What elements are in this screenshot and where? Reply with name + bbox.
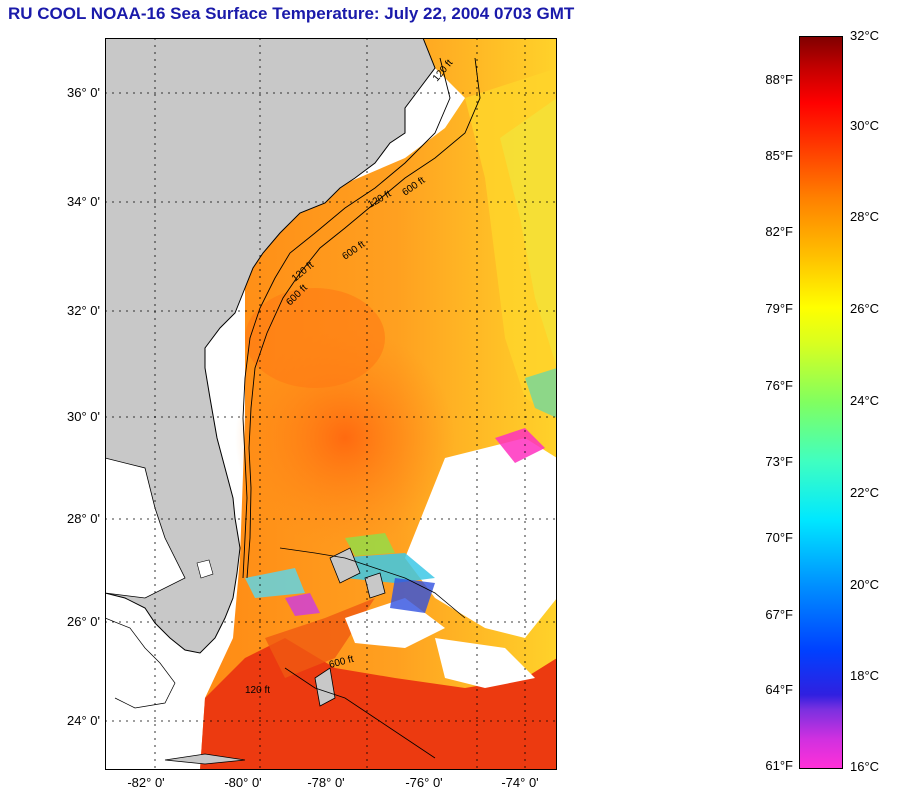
- colorbar-c-label: 32°C: [850, 28, 880, 43]
- contour-label: 120 ft: [245, 685, 270, 696]
- longitude-label: -78° 0': [307, 775, 345, 790]
- colorbar-f-label: 76°F: [765, 378, 793, 393]
- bahamas-island-3: [314, 667, 336, 707]
- sst-cold-streak-2: [390, 578, 435, 613]
- sst-green-2: [525, 368, 557, 418]
- gulf-no-data: [105, 457, 186, 599]
- map-frame: [105, 38, 557, 770]
- bahamas-island-2: [364, 572, 386, 599]
- colorbar-f-label: 64°F: [765, 682, 793, 697]
- colorbar-c-label: 26°C: [850, 301, 880, 316]
- longitude-label: -82° 0': [127, 775, 165, 790]
- colorbar-f-label: 82°F: [765, 224, 793, 239]
- longitude-label: -80° 0': [224, 775, 262, 790]
- sst-cold-streak-1: [335, 553, 435, 583]
- longitude-label: -74° 0': [501, 775, 539, 790]
- latitude-label: 24° 0': [67, 713, 100, 728]
- contour-gulf: [105, 617, 176, 709]
- sst-green-1: [345, 533, 395, 556]
- colorbar-c-label: 24°C: [850, 393, 880, 408]
- cloud-patch-3: [435, 638, 535, 688]
- lake-okeechobee: [196, 559, 214, 579]
- contour-south: [279, 547, 466, 759]
- graticule: [105, 38, 557, 770]
- sst-map[interactable]: 120 ft 600 ft 120 ft 600 ft 120 ft 600 ft 600 …: [105, 38, 557, 770]
- sst-warm-core-2: [245, 288, 385, 388]
- colorbar-f-label: 73°F: [765, 454, 793, 469]
- latitude-label: 28° 0': [67, 511, 100, 526]
- colorbar-f-label: 85°F: [765, 148, 793, 163]
- colorbar-f-label: 70°F: [765, 530, 793, 545]
- cloud-patch-1: [405, 438, 557, 638]
- temperature-colorbar: [799, 36, 843, 769]
- colorbar-f-label: 67°F: [765, 607, 793, 622]
- colorbar-c-label: 28°C: [850, 209, 880, 224]
- colorbar-c-label: 30°C: [850, 118, 880, 133]
- latitude-label: 36° 0': [67, 85, 100, 100]
- latitude-label: 30° 0': [67, 409, 100, 424]
- longitude-label: -76° 0': [405, 775, 443, 790]
- sst-magenta-2: [285, 593, 320, 616]
- latitude-label: 26° 0': [67, 614, 100, 629]
- florida-keys: [164, 753, 246, 765]
- colorbar-c-label: 22°C: [850, 485, 880, 500]
- sst-magenta-1: [495, 428, 545, 463]
- colorbar-f-label: 61°F: [765, 758, 793, 773]
- us-mainland: [105, 38, 436, 654]
- latitude-label: 34° 0': [67, 194, 100, 209]
- colorbar-f-label: 88°F: [765, 72, 793, 87]
- sst-cool-band-2: [500, 98, 557, 368]
- colorbar-c-label: 16°C: [850, 759, 880, 774]
- colorbar-f-label: 79°F: [765, 301, 793, 316]
- sst-cold-streak-3: [245, 568, 305, 598]
- colorbar-c-label: 20°C: [850, 577, 880, 592]
- colorbar-c-label: 18°C: [850, 668, 880, 683]
- map-title: RU COOL NOAA-16 Sea Surface Temperature:…: [8, 4, 575, 23]
- contour-600ft: [246, 57, 481, 579]
- contour-120ft: [242, 57, 451, 579]
- latitude-label: 32° 0': [67, 303, 100, 318]
